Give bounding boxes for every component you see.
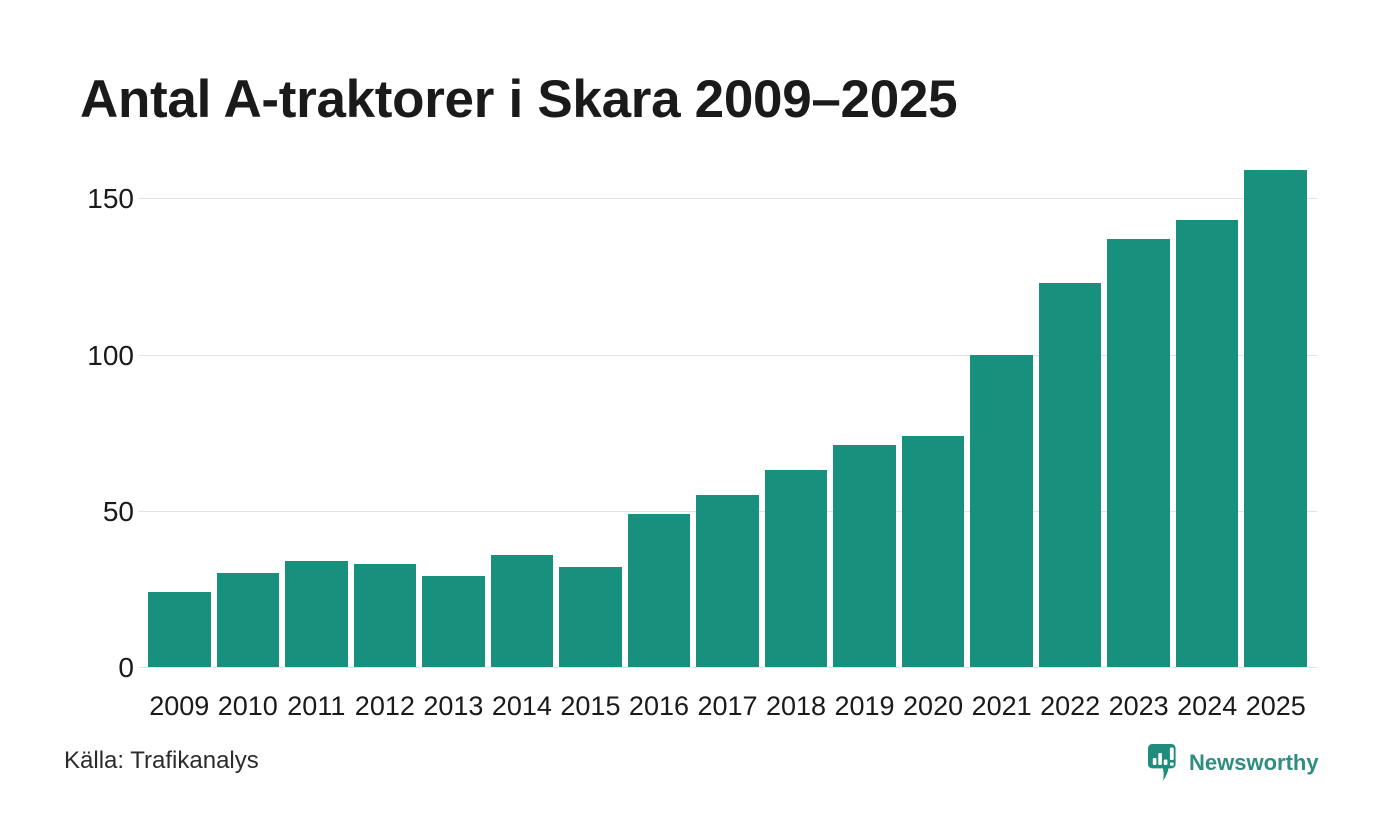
svg-text:Newsworthy: Newsworthy [1189,750,1319,775]
